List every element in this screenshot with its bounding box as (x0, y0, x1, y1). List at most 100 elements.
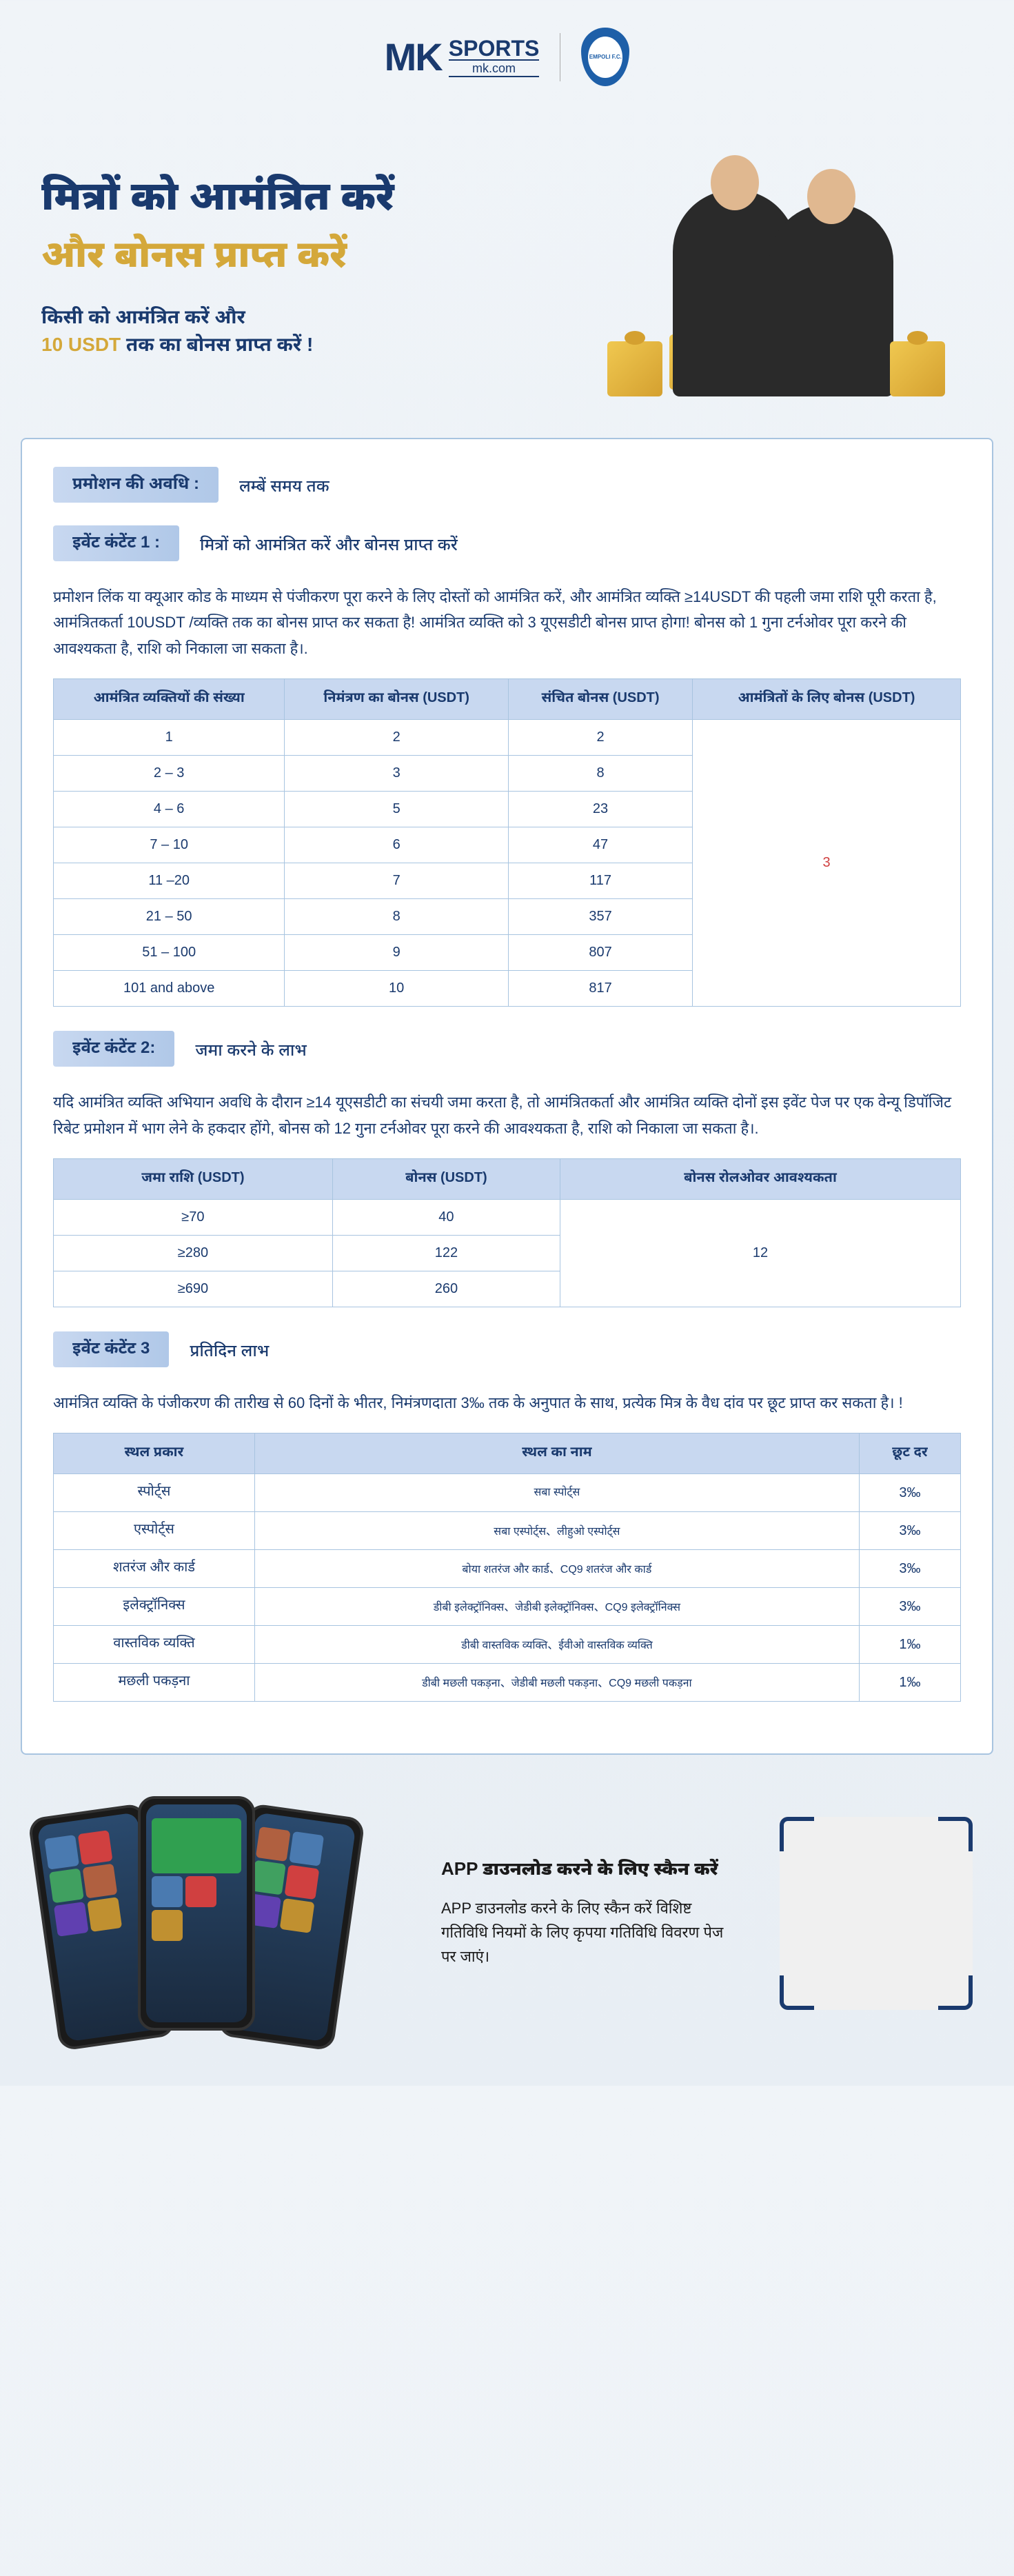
table-cell: 47 (508, 827, 692, 863)
table-cell: 807 (508, 935, 692, 971)
table-row: स्पोर्ट्ससबा स्पोर्ट्स3‰ (54, 1474, 961, 1512)
promo-period-label: प्रमोशन की अवधि : (53, 467, 219, 503)
empoli-badge-icon: EMPOLI F.C. (581, 28, 629, 86)
table-header: आमंत्रित व्यक्तियों की संख्या (54, 679, 285, 720)
table-cell: 122 (332, 1235, 560, 1271)
hero-subtitle: किसी को आमंत्रित करें और 10 USDT तक का ब… (41, 303, 594, 357)
event2-label: इवेंट कंटेंट 2: (53, 1031, 174, 1067)
hero-title-1: मित्रों को आमंत्रित करें (41, 173, 594, 226)
app-download-section: APP डाउनलोड करने के लिए स्कैन करें APP ड… (0, 1755, 1014, 2086)
table-cell: ≥690 (54, 1271, 333, 1307)
main-content-card: प्रमोशन की अवधि : लम्बें समय तक इवेंट कं… (21, 438, 993, 1755)
table-row: 1223 (54, 720, 961, 756)
event1-value: मित्रों को आमंत्रित करें और बोनस प्राप्त… (200, 535, 458, 557)
table-cell: 3‰ (859, 1588, 960, 1626)
table-header: जमा राशि (USDT) (54, 1158, 333, 1199)
table-cell: 5 (285, 792, 509, 827)
event1-label: इवेंट कंटेंट 1 : (53, 525, 179, 561)
event3-description: आमंत्रित व्यक्ति के पंजीकरण की तारीख से … (53, 1390, 961, 1416)
phone-mockups (41, 1796, 400, 2031)
event2-header-row: इवेंट कंटेंट 2: जमा करने के लाभ (53, 1031, 961, 1072)
header: MK SPORTS mk.com EMPOLI F.C. (0, 0, 1014, 114)
table-cell: 4 – 6 (54, 792, 285, 827)
table-cell: 10 (285, 971, 509, 1007)
table-row: मछली पकड़नाडीबी मछली पकड़ना、जेडीबी मछली … (54, 1664, 961, 1702)
qr-code-placeholder[interactable] (780, 1817, 973, 2010)
table-cell: 7 (285, 863, 509, 899)
table-cell: मछली पकड़ना (54, 1664, 255, 1702)
table-row: वास्तविक व्यक्तिडीबी वास्तविक व्यक्ति、ईव… (54, 1626, 961, 1664)
promo-period-row: प्रमोशन की अवधि : लम्बें समय तक (53, 467, 961, 508)
table-row: इलेक्ट्रॉनिक्सडीबी इलेक्ट्रॉनिक्स、जेडीबी… (54, 1588, 961, 1626)
event1-header-row: इवेंट कंटेंट 1 : मित्रों को आमंत्रित करे… (53, 525, 961, 567)
table-cell: 8 (285, 899, 509, 935)
table-cell: ≥70 (54, 1199, 333, 1235)
table-cell: बोया शतरंज और कार्ड、CQ9 शतरंज और कार्ड (254, 1550, 859, 1588)
hero-image (594, 134, 973, 396)
event2-value: जमा करने के लाभ (195, 1040, 306, 1063)
table-cell: 817 (508, 971, 692, 1007)
table-cell: एस्पोर्ट्स (54, 1512, 255, 1550)
table-cell: 101 and above (54, 971, 285, 1007)
table-cell: सबा एस्पोर्ट्स、लीहुओ एस्पोर्ट्स (254, 1512, 859, 1550)
qr-corner-icon (938, 1975, 973, 2010)
logo-sports: SPORTS (449, 37, 540, 59)
app-download-title: APP डाउनलोड करने के लिए स्कैन करें (441, 1858, 738, 1882)
table-header: आमंत्रितों के लिए बोनस (USDT) (693, 679, 961, 720)
table-row: शतरंज और कार्डबोया शतरंज और कार्ड、CQ9 शत… (54, 1550, 961, 1588)
table-header: बोनस (USDT) (332, 1158, 560, 1199)
event1-description: प्रमोशन लिंक या क्यूआर कोड के माध्यम से … (53, 584, 961, 661)
table-cell: 2 (508, 720, 692, 756)
table-cell: 7 – 10 (54, 827, 285, 863)
table-cell: 3‰ (859, 1474, 960, 1512)
table-row: एस्पोर्ट्ससबा एस्पोर्ट्स、लीहुओ एस्पोर्ट्… (54, 1512, 961, 1550)
table-cell: 260 (332, 1271, 560, 1307)
table-cell-merged: 12 (560, 1199, 961, 1307)
table-cell: 8 (508, 756, 692, 792)
table-header: बोनस रोलओवर आवश्यकता (560, 1158, 961, 1199)
qr-corner-icon (780, 1975, 814, 2010)
table-cell: 11 –20 (54, 863, 285, 899)
table-cell: 3‰ (859, 1512, 960, 1550)
qr-corner-icon (780, 1817, 814, 1851)
phone-mockup (138, 1796, 255, 2031)
table-cell: शतरंज और कार्ड (54, 1550, 255, 1588)
table-cell: 9 (285, 935, 509, 971)
table-header: स्थल का नाम (254, 1433, 859, 1474)
table-cell: 51 – 100 (54, 935, 285, 971)
table-cell: डीबी वास्तविक व्यक्ति、ईवीओ वास्तविक व्यक… (254, 1626, 859, 1664)
hero-section: मित्रों को आमंत्रित करें और बोनस प्राप्त… (0, 114, 1014, 438)
table-cell: 1‰ (859, 1664, 960, 1702)
table-cell: ≥280 (54, 1235, 333, 1271)
table-header: संचित बोनस (USDT) (508, 679, 692, 720)
mk-sports-logo: MK SPORTS mk.com (385, 34, 540, 79)
event3-header-row: इवेंट कंटेंट 3 प्रतिदिन लाभ (53, 1331, 961, 1373)
event2-table: जमा राशि (USDT) बोनस (USDT) बोनस रोलओवर … (53, 1158, 961, 1307)
table-cell: 3 (285, 756, 509, 792)
event1-table: आमंत्रित व्यक्तियों की संख्या निमंत्रण क… (53, 678, 961, 1007)
gift-box-icon (890, 341, 945, 396)
table-cell: वास्तविक व्यक्ति (54, 1626, 255, 1664)
table-cell: 2 (285, 720, 509, 756)
table-cell: डीबी मछली पकड़ना、जेडीबी मछली पकड़ना、CQ9 … (254, 1664, 859, 1702)
qr-corner-icon (938, 1817, 973, 1851)
hero-title-2: और बोनस प्राप्त करें (41, 233, 594, 283)
table-cell: इलेक्ट्रॉनिक्स (54, 1588, 255, 1626)
table-cell: 357 (508, 899, 692, 935)
table-cell: 40 (332, 1199, 560, 1235)
table-cell: 21 – 50 (54, 899, 285, 935)
table-cell: 2 – 3 (54, 756, 285, 792)
logo-mk: MK (385, 34, 442, 79)
table-cell: 6 (285, 827, 509, 863)
event3-value: प्रतिदिन लाभ (190, 1341, 269, 1363)
table-header: स्थल प्रकार (54, 1433, 255, 1474)
gift-box-icon (607, 341, 662, 396)
table-cell: 1‰ (859, 1626, 960, 1664)
person-illustration (769, 203, 893, 396)
table-cell-merged: 3 (693, 720, 961, 1007)
table-cell: 1 (54, 720, 285, 756)
table-cell: 3‰ (859, 1550, 960, 1588)
logo-domain: mk.com (449, 59, 540, 77)
table-row: ≥704012 (54, 1199, 961, 1235)
table-header: निमंत्रण का बोनस (USDT) (285, 679, 509, 720)
